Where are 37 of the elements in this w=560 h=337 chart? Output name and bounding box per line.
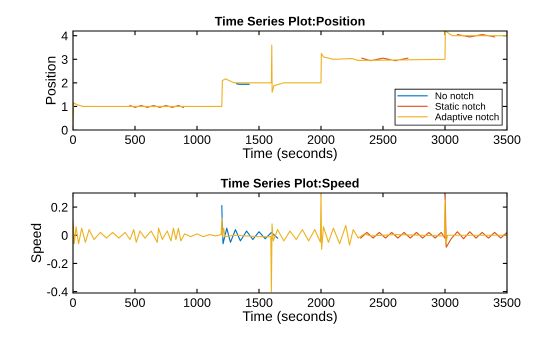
x-axis-title: Time (seconds): [242, 148, 337, 161]
y-tick-label: 1: [62, 102, 68, 111]
x-axis-title: Time (seconds): [242, 310, 337, 324]
chart-title: Time Series Plot:Position: [214, 16, 364, 26]
x-tick-label: 2500: [370, 135, 396, 144]
y-tick-label: 3: [62, 55, 68, 64]
x-tick-label: 1500: [246, 135, 272, 144]
y-tick-label: 4: [61, 32, 68, 40]
y-tick-label: -0.2: [47, 259, 68, 268]
x-tick-label: 3000: [432, 135, 458, 144]
line-series: [221, 205, 278, 244]
x-tick-label: 1000: [184, 298, 210, 308]
y-tick-label: 2: [62, 78, 68, 88]
x-tick-label: 2000: [308, 135, 334, 144]
x-tick-label: 3500: [494, 135, 520, 144]
x-tick-label: 500: [125, 298, 145, 308]
legend-label: Static notch: [435, 102, 486, 110]
x-tick-label: 0: [70, 135, 76, 144]
y-tick-label: 0: [62, 126, 68, 135]
x-tick-label: 1000: [184, 135, 210, 144]
x-tick-label: 0: [70, 298, 76, 308]
y-tick-label: -0.4: [47, 287, 68, 296]
y-tick-label: 0.2: [51, 202, 68, 212]
y-axis-title: Position: [45, 56, 56, 104]
y-axis-title: Speed: [30, 224, 44, 262]
chart-title: Time Series Plot:Speed: [220, 178, 359, 190]
y-tick-label: 0: [62, 231, 68, 240]
legend-label: Adaptive notch: [434, 113, 499, 122]
line-series: [73, 193, 507, 292]
line-series: [360, 194, 507, 248]
x-tick-label: 2000: [308, 298, 334, 308]
x-tick-label: 2500: [370, 298, 396, 308]
x-tick-label: 500: [125, 135, 145, 144]
x-tick-label: 3000: [432, 298, 458, 308]
legend-label: No notch: [436, 92, 474, 100]
x-tick-label: 3500: [494, 298, 520, 308]
x-tick-label: 1500: [246, 298, 272, 308]
